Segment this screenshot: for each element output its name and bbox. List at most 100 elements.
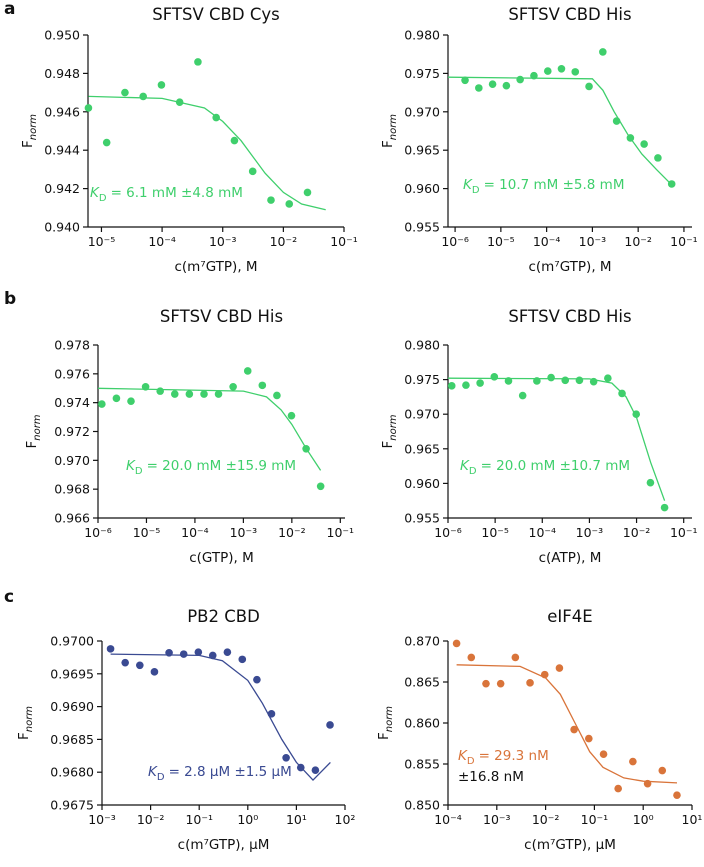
annotation-k: K — [460, 458, 470, 474]
data-point — [557, 64, 566, 73]
data-point — [467, 653, 476, 662]
y-tick-label: 0.965 — [404, 143, 440, 158]
y-tick-label: 0.970 — [404, 104, 440, 119]
annotation-text: = 6.1 mM ±4.8 mM — [111, 185, 243, 201]
data-point — [112, 394, 121, 403]
y-tick-label: 0.942 — [44, 181, 80, 196]
data-point — [194, 58, 202, 66]
y-tick-label: 0.975 — [404, 66, 440, 81]
y-tick-label: 0.948 — [44, 66, 80, 81]
x-tick-label: 10⁻³ — [579, 234, 607, 249]
data-point — [571, 68, 580, 76]
data-point — [273, 391, 281, 400]
data-point — [488, 80, 497, 88]
annotation: KD = 20.0 mM ±15.9 mM — [126, 458, 296, 477]
data-point — [170, 390, 179, 398]
y-axis-label: Fnorm — [20, 114, 39, 148]
data-point — [543, 67, 552, 75]
annotation-k: K — [463, 177, 473, 193]
chart-title: PB2 CBD — [187, 607, 260, 626]
data-point — [287, 411, 296, 420]
x-tick-label: 10⁻² — [137, 812, 165, 827]
x-tick-label: 10⁻⁵ — [133, 525, 161, 540]
chart-title: eIF4E — [547, 607, 592, 626]
fit-line — [447, 377, 666, 501]
y-label-sub: norm — [388, 114, 399, 141]
y-axis-label: Fnorm — [380, 414, 399, 448]
data-point — [136, 661, 144, 670]
x-tick-label: 10⁻² — [270, 234, 298, 249]
y-tick-label: 0.972 — [54, 424, 90, 439]
y-axis-label: Fnorm — [380, 114, 399, 148]
x-tick-label: 10⁻⁴ — [533, 234, 561, 249]
data-point — [530, 71, 538, 80]
data-point — [570, 725, 578, 734]
data-point — [504, 377, 513, 385]
x-tick-label: 10⁻³ — [209, 234, 237, 249]
data-point — [311, 766, 320, 775]
x-tick-label: 10⁻⁵ — [481, 525, 509, 540]
data-point — [452, 639, 461, 648]
y-tick-label: 0.976 — [54, 366, 90, 381]
data-point — [475, 84, 483, 92]
y-label-main: F — [380, 441, 396, 449]
data-point — [127, 397, 135, 406]
y-tick-label: 0.950 — [44, 28, 80, 43]
y-tick-label: 0.9675 — [50, 798, 94, 813]
annotation-sub: D — [135, 466, 143, 477]
data-point — [267, 710, 276, 718]
data-point — [516, 75, 524, 84]
annotation-k: K — [126, 458, 136, 474]
x-tick-label: 10⁻³ — [230, 525, 258, 540]
y-tick-label: 0.870 — [404, 634, 440, 649]
data-point — [106, 645, 115, 653]
data-point — [326, 721, 334, 729]
y-tick-label: 0.865 — [404, 675, 440, 690]
data-point — [238, 655, 247, 664]
x-tick-label: 10¹ — [682, 812, 703, 827]
y-label-main: F — [20, 140, 36, 148]
data-point — [150, 668, 159, 676]
data-point — [303, 188, 312, 197]
data-point — [223, 648, 232, 656]
data-point — [121, 88, 129, 97]
data-point — [526, 679, 534, 687]
data-point — [229, 383, 237, 391]
data-point — [589, 377, 598, 386]
panel-label: a — [4, 0, 15, 19]
annotation-text: = 2.8 μM ±1.5 μM — [169, 764, 292, 780]
y-tick-label: 0.9685 — [50, 732, 94, 747]
y-label-sub: norm — [384, 706, 395, 733]
y-label-main: F — [16, 732, 32, 740]
data-point — [599, 48, 607, 56]
data-point — [121, 658, 129, 667]
annotation-k: K — [90, 185, 100, 201]
annotation-sub: D — [157, 772, 165, 783]
data-point — [200, 390, 208, 398]
x-tick-label: 10⁻⁴ — [181, 525, 209, 540]
x-axis-label: c(ATP), M — [539, 550, 602, 566]
annotation: KD = 20.0 mM ±10.7 mM — [460, 458, 630, 477]
data-point — [296, 763, 305, 772]
data-point — [285, 200, 294, 208]
y-label-sub: norm — [24, 706, 35, 733]
x-tick-label: 10⁰ — [237, 812, 258, 827]
data-point — [612, 117, 621, 125]
x-tick-label: 10⁻³ — [88, 812, 116, 827]
y-tick-label: 0.944 — [44, 143, 80, 158]
y-tick-label: 0.978 — [54, 338, 90, 353]
data-point — [302, 445, 310, 453]
x-axis-label: c(m⁷GTP), M — [174, 259, 257, 275]
data-point — [561, 376, 570, 385]
y-tick-label: 0.946 — [44, 104, 80, 119]
data-point — [139, 92, 147, 101]
data-point — [629, 757, 637, 766]
y-tick-label: 0.975 — [404, 372, 440, 387]
y-tick-label: 0.9695 — [50, 666, 94, 681]
x-axis-label: c(m⁷GTP), M — [528, 259, 611, 275]
data-point — [476, 379, 484, 387]
chart-title: SFTSV CBD His — [160, 307, 283, 326]
x-tick-label: 10⁻⁴ — [434, 812, 462, 827]
y-tick-label: 0.9700 — [50, 634, 94, 649]
fit-line — [447, 76, 673, 186]
